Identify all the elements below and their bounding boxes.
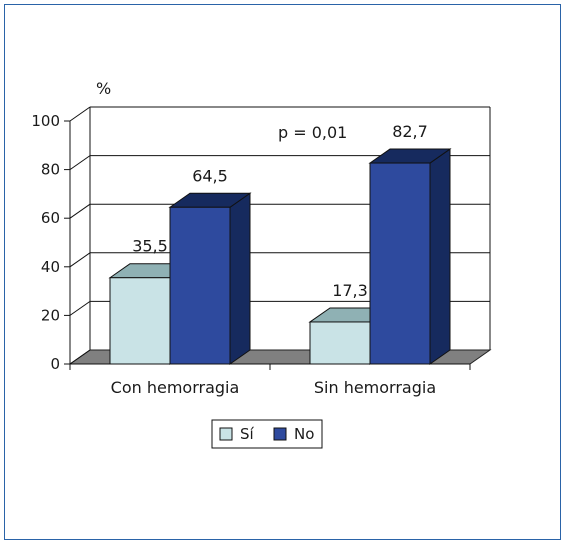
- data-label: 35,5: [132, 237, 168, 256]
- data-label: 17,3: [332, 281, 368, 300]
- bar-con-hemorragia-1: [168, 192, 252, 365]
- y-axis-label: %: [96, 79, 111, 98]
- side-wall-line: [69, 252, 91, 268]
- y-tick-label: 20: [41, 306, 60, 324]
- legend-swatch: [273, 427, 287, 441]
- y-tick-label: 40: [41, 258, 60, 276]
- bar-front: [169, 206, 231, 365]
- y-tick-label: 80: [41, 161, 60, 179]
- side-wall-line: [69, 106, 91, 122]
- p-value-annotation: p = 0,01: [278, 123, 347, 142]
- bar-front: [109, 277, 171, 365]
- y-tick-label: 0: [50, 355, 60, 373]
- chart-frame: [4, 4, 561, 540]
- legend-swatch: [219, 427, 233, 441]
- legend: Sí No: [211, 419, 323, 449]
- side-wall-line: [69, 300, 91, 316]
- y-tick-label: 100: [31, 112, 60, 130]
- side-wall-line: [69, 349, 91, 365]
- x-tick-label: Con hemorragia: [111, 378, 240, 397]
- side-wall-line: [69, 203, 91, 219]
- legend-label: No: [294, 425, 314, 443]
- side-wall-line: [69, 155, 91, 171]
- y-tick-label: 60: [41, 209, 60, 227]
- x-tick-label: Sin hemorragia: [314, 378, 436, 397]
- bar-front: [309, 321, 371, 365]
- bar-sin-hemorragia-1: [368, 148, 452, 365]
- bar-side: [429, 148, 451, 365]
- bar-front: [369, 162, 431, 365]
- legend-label: Sí: [240, 425, 255, 443]
- bar-side: [229, 192, 251, 365]
- data-label: 64,5: [192, 166, 228, 185]
- data-label: 82,7: [392, 122, 428, 141]
